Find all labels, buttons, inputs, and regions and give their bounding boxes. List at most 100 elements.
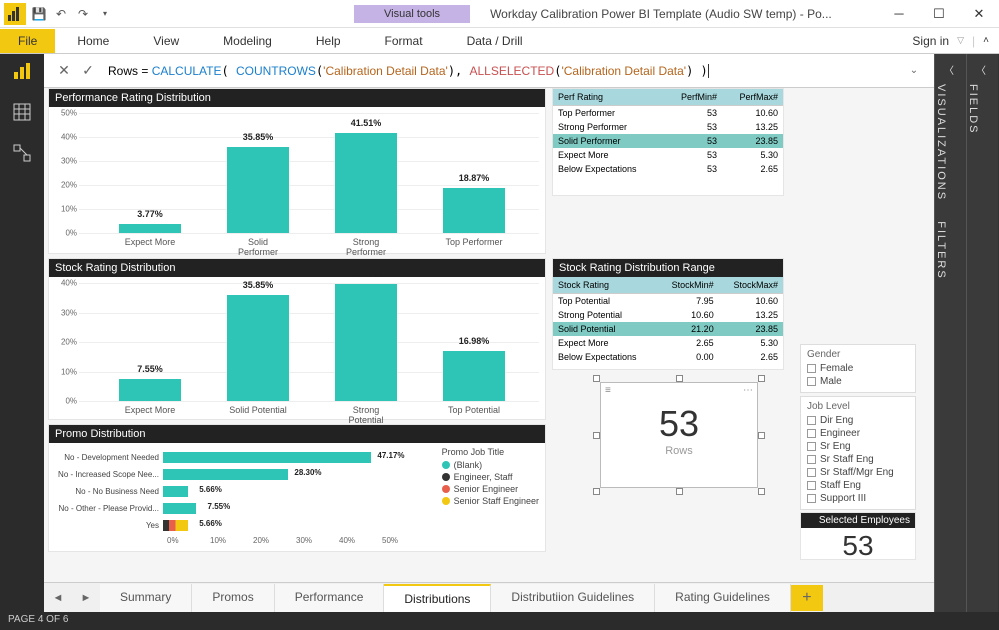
page-tab[interactable]: Distributions bbox=[384, 584, 491, 612]
formula-expand-icon[interactable]: ⌄ bbox=[902, 65, 926, 76]
slicer-item[interactable]: Support III bbox=[807, 492, 909, 505]
ribbon-tab-view[interactable]: View bbox=[131, 29, 201, 53]
collapse-ribbon-icon[interactable]: ˄ bbox=[983, 35, 989, 46]
slicer-title: Gender bbox=[807, 349, 909, 360]
page-tab[interactable]: Summary bbox=[100, 584, 192, 612]
x-label: Strong Potential bbox=[335, 405, 397, 425]
legend-item: Senior Engineer bbox=[442, 484, 539, 494]
bar[interactable]: 7.55% bbox=[119, 379, 181, 401]
ribbon-tab-help[interactable]: Help bbox=[294, 29, 363, 53]
selected-employees-card[interactable]: Selected Employees 53 bbox=[800, 512, 916, 560]
checkbox-icon[interactable] bbox=[807, 442, 816, 451]
more-options-icon[interactable]: ⋯ bbox=[743, 385, 753, 396]
chevron-left-icon: 〈 bbox=[944, 62, 956, 77]
title-bar: 💾 ↶ ↷ ▾ Visual tools Workday Calibration… bbox=[0, 0, 999, 28]
x-label: Solid Performer bbox=[227, 237, 289, 257]
chart-title: Promo Distribution bbox=[49, 425, 545, 443]
slicer-item[interactable]: Male bbox=[807, 375, 909, 388]
ribbon: File Home View Modeling Help Format Data… bbox=[0, 28, 999, 54]
x-label: Top Potential bbox=[443, 405, 505, 425]
slicer-item[interactable]: Sr Staff/Mgr Eng bbox=[807, 466, 909, 479]
bar[interactable]: 16.98% bbox=[443, 351, 505, 401]
ribbon-tab-home[interactable]: Home bbox=[55, 29, 131, 53]
slicer-item[interactable]: Dir Eng bbox=[807, 414, 909, 427]
checkbox-icon[interactable] bbox=[807, 364, 816, 373]
redo-icon[interactable]: ↷ bbox=[74, 5, 92, 23]
ribbon-tab-datadrill[interactable]: Data / Drill bbox=[445, 29, 545, 53]
drag-handle-icon[interactable]: ≡ bbox=[605, 385, 611, 396]
slicer-item[interactable]: Sr Eng bbox=[807, 440, 909, 453]
chart-title: Stock Rating Distribution Range bbox=[553, 259, 783, 277]
model-view-icon[interactable] bbox=[13, 144, 31, 167]
signin-link[interactable]: Sign in▽|˄ bbox=[902, 29, 999, 53]
card-value: 53 bbox=[601, 403, 757, 445]
formula-cancel-icon[interactable]: ✕ bbox=[52, 62, 76, 79]
legend-item: Senior Staff Engineer bbox=[442, 496, 539, 506]
perf-rating-table[interactable]: Perf RatingPerfMin#PerfMax#Top Performer… bbox=[552, 88, 784, 196]
card-value: 53 bbox=[801, 528, 915, 564]
slicer-item[interactable]: Female bbox=[807, 362, 909, 375]
contextual-tab-label: Visual tools bbox=[354, 5, 470, 23]
ribbon-tab-format[interactable]: Format bbox=[363, 29, 445, 53]
report-canvas[interactable]: Performance Rating Distribution 0%10%20%… bbox=[44, 88, 934, 582]
checkbox-icon[interactable] bbox=[807, 468, 816, 477]
app-icon bbox=[4, 3, 26, 25]
tab-scroll-right[interactable]: ► bbox=[72, 592, 100, 604]
promo-chart[interactable]: Promo Distribution No - Development Need… bbox=[48, 424, 546, 552]
data-view-icon[interactable] bbox=[13, 103, 31, 126]
add-page-button[interactable]: + bbox=[791, 585, 823, 611]
chevron-left-icon: 〈 bbox=[976, 62, 988, 77]
checkbox-icon[interactable] bbox=[807, 416, 816, 425]
formula-text[interactable]: Rows = CALCULATE( COUNTROWS('Calibration… bbox=[100, 64, 902, 78]
report-view-icon[interactable] bbox=[13, 62, 31, 85]
visualizations-pane[interactable]: 〈VISUALIZATIONS FILTERS bbox=[934, 54, 966, 612]
page-tab[interactable]: Performance bbox=[275, 584, 385, 612]
gender-slicer[interactable]: Gender FemaleMale bbox=[800, 344, 916, 393]
stock-rating-table[interactable]: Stock Rating Distribution Range Stock Ra… bbox=[552, 258, 784, 370]
slicer-item[interactable]: Sr Staff Eng bbox=[807, 453, 909, 466]
slicer-title: Job Level bbox=[807, 401, 909, 412]
right-panes: 〈VISUALIZATIONS FILTERS 〈FIELDS bbox=[934, 54, 999, 612]
joblevel-slicer[interactable]: Job Level Dir EngEngineerSr EngSr Staff … bbox=[800, 396, 916, 510]
promo-legend: Promo Job Title (Blank)Engineer, StaffSe… bbox=[442, 447, 539, 508]
bar[interactable]: 35.85% bbox=[227, 147, 289, 233]
bar[interactable]: 18.87% bbox=[443, 188, 505, 233]
slicer-item[interactable]: Engineer bbox=[807, 427, 909, 440]
maximize-button[interactable]: ☐ bbox=[919, 0, 959, 28]
card-label: Rows bbox=[601, 445, 757, 457]
bar[interactable]: 39.62% bbox=[335, 284, 397, 401]
stock-rating-chart[interactable]: Stock Rating Distribution 0%10%20%30%40%… bbox=[48, 258, 546, 420]
bar[interactable]: 35.85% bbox=[227, 295, 289, 401]
chart-title: Performance Rating Distribution bbox=[49, 89, 545, 107]
hbar-row[interactable]: Yes5.66% bbox=[53, 517, 541, 534]
save-icon[interactable]: 💾 bbox=[30, 5, 48, 23]
status-bar: PAGE 4 OF 6 bbox=[0, 612, 999, 630]
checkbox-icon[interactable] bbox=[807, 481, 816, 490]
minimize-button[interactable]: ─ bbox=[879, 0, 919, 28]
formula-bar[interactable]: ✕ ✓ Rows = CALCULATE( COUNTROWS('Calibra… bbox=[44, 54, 934, 88]
window-title: Workday Calibration Power BI Template (A… bbox=[490, 7, 879, 21]
slicer-item[interactable]: Staff Eng bbox=[807, 479, 909, 492]
close-button[interactable]: ✕ bbox=[959, 0, 999, 28]
checkbox-icon[interactable] bbox=[807, 494, 816, 503]
checkbox-icon[interactable] bbox=[807, 429, 816, 438]
ribbon-tab-modeling[interactable]: Modeling bbox=[201, 29, 294, 53]
x-label: Top Performer bbox=[443, 237, 505, 257]
qat-dropdown-icon[interactable]: ▾ bbox=[96, 5, 114, 23]
checkbox-icon[interactable] bbox=[807, 377, 816, 386]
bar[interactable]: 3.77% bbox=[119, 224, 181, 233]
page-tabs: ◄ ► SummaryPromosPerformanceDistribution… bbox=[44, 582, 934, 612]
checkbox-icon[interactable] bbox=[807, 455, 816, 464]
bar[interactable]: 41.51% bbox=[335, 133, 397, 233]
page-tab[interactable]: Promos bbox=[192, 584, 274, 612]
legend-item: Engineer, Staff bbox=[442, 472, 539, 482]
perf-rating-chart[interactable]: Performance Rating Distribution 0%10%20%… bbox=[48, 88, 546, 254]
tab-scroll-left[interactable]: ◄ bbox=[44, 592, 72, 604]
formula-commit-icon[interactable]: ✓ bbox=[76, 62, 100, 79]
page-tab[interactable]: Rating Guidelines bbox=[655, 584, 791, 612]
rows-card[interactable]: ≡ ⋯ 53 Rows bbox=[600, 382, 758, 488]
fields-pane[interactable]: 〈FIELDS bbox=[966, 54, 998, 612]
undo-icon[interactable]: ↶ bbox=[52, 5, 70, 23]
file-tab[interactable]: File bbox=[0, 29, 55, 53]
page-tab[interactable]: Distributiion Guidelines bbox=[491, 584, 655, 612]
